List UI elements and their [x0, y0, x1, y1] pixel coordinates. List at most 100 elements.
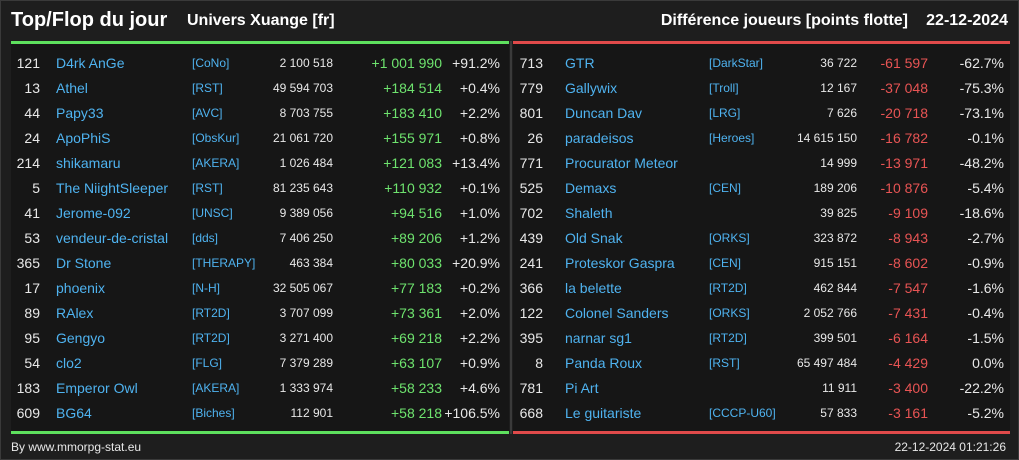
- alliance-tag-link[interactable]: [CEN]: [709, 256, 742, 270]
- player-name-link[interactable]: Panda Roux: [565, 355, 643, 371]
- alliance-tag-link[interactable]: [LRG]: [709, 106, 741, 120]
- player-rank: 53: [24, 230, 40, 246]
- player-name-link[interactable]: Le guitariste: [565, 405, 642, 421]
- player-score: 14 615 150: [796, 131, 857, 145]
- percent-change: -5.4%: [967, 180, 1004, 196]
- table-row: 122 Colonel Sanders [ORKS] 2 052 766 -7 431 -…: [513, 301, 1010, 326]
- player-name-link[interactable]: paradeisos: [565, 130, 634, 146]
- percent-change: -1.6%: [967, 280, 1004, 296]
- alliance-tag-link[interactable]: [AVC]: [192, 106, 223, 120]
- universe-label: Univers Xuange [fr]: [187, 12, 335, 29]
- player-name-link[interactable]: Athel: [56, 80, 88, 96]
- player-score: 8 703 755: [279, 106, 333, 120]
- percent-change: 0.0%: [972, 355, 1004, 371]
- player-name-link[interactable]: clo2: [56, 355, 82, 371]
- alliance-tag-link[interactable]: [Troll]: [709, 81, 739, 95]
- top-list: 121 D4rk AnGe [CoNo] 2 100 518 +1 001 990 +91…: [11, 51, 509, 426]
- alliance-tag-link[interactable]: [DarkStar]: [709, 56, 764, 70]
- alliance-tag-link[interactable]: [RST]: [192, 81, 223, 95]
- player-name-link[interactable]: Dr Stone: [56, 255, 112, 271]
- score-difference: -3 400: [888, 380, 928, 396]
- alliance-tag-link[interactable]: [Heroes]: [709, 131, 755, 145]
- alliance-tag-link[interactable]: [ObsKur]: [192, 131, 240, 145]
- percent-change: +2.2%: [459, 105, 500, 121]
- alliance-tag-link[interactable]: [RST]: [709, 356, 740, 370]
- percent-change: +20.9%: [452, 255, 500, 271]
- percent-change: +2.2%: [459, 330, 500, 346]
- player-rank: 801: [519, 105, 543, 121]
- player-rank: 395: [519, 330, 543, 346]
- player-name-link[interactable]: Colonel Sanders: [565, 305, 669, 321]
- table-row: 781 Pi Art 11 911 -3 400 -22.2%: [513, 376, 1010, 401]
- alliance-tag-link[interactable]: [THERAPY]: [192, 256, 256, 270]
- player-rank: 779: [519, 80, 543, 96]
- alliance-tag-link[interactable]: [Biches]: [192, 406, 235, 420]
- alliance-tag-link[interactable]: [RST]: [192, 181, 223, 195]
- table-row: 54 clo2 [FLG] 7 379 289 +63 107 +0.9%: [11, 351, 509, 376]
- score-difference: +80 033: [391, 255, 442, 271]
- table-row: 95 Gengyo [RT2D] 3 271 400 +69 218 +2.2%: [11, 326, 509, 351]
- alliance-tag-link[interactable]: [UNSC]: [192, 206, 233, 220]
- percent-change: +13.4%: [452, 155, 500, 171]
- player-name-link[interactable]: Shaleth: [565, 205, 613, 221]
- player-name-link[interactable]: ApoPhiS: [56, 130, 111, 146]
- player-name-link[interactable]: Jerome-092: [56, 205, 131, 221]
- player-name-link[interactable]: Procurator Meteor: [565, 155, 678, 171]
- player-name-link[interactable]: Duncan Dav: [565, 105, 643, 121]
- player-name-link[interactable]: Pi Art: [565, 380, 599, 396]
- site-credit[interactable]: By www.mmorpg-stat.eu: [11, 440, 142, 454]
- player-score: 399 501: [813, 331, 857, 345]
- alliance-tag-link[interactable]: [CEN]: [709, 181, 742, 195]
- alliance-tag-link[interactable]: [N-H]: [192, 281, 220, 295]
- player-rank: 13: [24, 80, 40, 96]
- percent-change: +0.2%: [459, 280, 500, 296]
- alliance-tag-link[interactable]: [FLG]: [192, 356, 223, 370]
- player-name-link[interactable]: Gengyo: [56, 330, 106, 346]
- percent-change: -73.1%: [959, 105, 1004, 121]
- player-name-link[interactable]: Gallywix: [565, 80, 618, 96]
- player-score: 14 999: [820, 156, 857, 170]
- alliance-tag-link[interactable]: [dds]: [192, 231, 219, 245]
- player-name-link[interactable]: Demaxs: [565, 180, 617, 196]
- player-name-link[interactable]: Old Snak: [565, 230, 623, 246]
- table-row: 702 Shaleth 39 825 -9 109 -18.6%: [513, 201, 1010, 226]
- header-date: 22-12-2024: [926, 12, 1008, 29]
- player-name-link[interactable]: GTR: [565, 55, 595, 71]
- table-row: 17 phoenix [N-H] 32 505 067 +77 183 +0.2%: [11, 276, 509, 301]
- score-difference: +58 218: [391, 405, 442, 421]
- alliance-tag-link[interactable]: [AKERA]: [192, 156, 240, 170]
- player-name-link[interactable]: Emperor Owl: [56, 380, 138, 396]
- player-name-link[interactable]: narnar sg1: [565, 330, 632, 346]
- player-name-link[interactable]: The NiightSleeper: [56, 180, 169, 196]
- percent-change: -18.6%: [959, 205, 1004, 221]
- alliance-tag-link[interactable]: [RT2D]: [709, 281, 747, 295]
- alliance-tag-link[interactable]: [CoNo]: [192, 56, 230, 70]
- player-name-link[interactable]: vendeur-de-cristal: [56, 230, 169, 246]
- player-name-link[interactable]: D4rk AnGe: [56, 55, 125, 71]
- alliance-tag-link[interactable]: [RT2D]: [709, 331, 747, 345]
- player-score: 21 061 720: [272, 131, 333, 145]
- player-name-link[interactable]: la belette: [565, 280, 622, 296]
- player-rank: 26: [527, 130, 543, 146]
- alliance-tag-link[interactable]: [AKERA]: [192, 381, 240, 395]
- player-name-link[interactable]: phoenix: [56, 280, 106, 296]
- score-difference: -9 109: [888, 205, 928, 221]
- player-score: 81 235 643: [272, 181, 333, 195]
- alliance-tag-link[interactable]: [CCCP-U60]: [709, 406, 776, 420]
- alliance-tag-link[interactable]: [ORKS]: [709, 231, 750, 245]
- player-name-link[interactable]: shikamaru: [56, 155, 121, 171]
- player-name-link[interactable]: BG64: [56, 405, 92, 421]
- table-row: 5 The NiightSleeper [RST] 81 235 643 +110 93…: [11, 176, 509, 201]
- alliance-tag-link[interactable]: [RT2D]: [192, 331, 230, 345]
- player-name-link[interactable]: Papy33: [56, 105, 104, 121]
- player-score: 7 379 289: [279, 356, 333, 370]
- player-rank: 8: [535, 355, 543, 371]
- player-name-link[interactable]: Proteskor Gaspra: [565, 255, 675, 271]
- alliance-tag-link[interactable]: [RT2D]: [192, 306, 230, 320]
- score-difference: -4 429: [888, 355, 928, 371]
- player-name-link[interactable]: RAlex: [56, 305, 94, 321]
- metric-label: Différence joueurs [points flotte]: [660, 12, 908, 29]
- player-rank: 702: [519, 205, 543, 221]
- alliance-tag-link[interactable]: [ORKS]: [709, 306, 750, 320]
